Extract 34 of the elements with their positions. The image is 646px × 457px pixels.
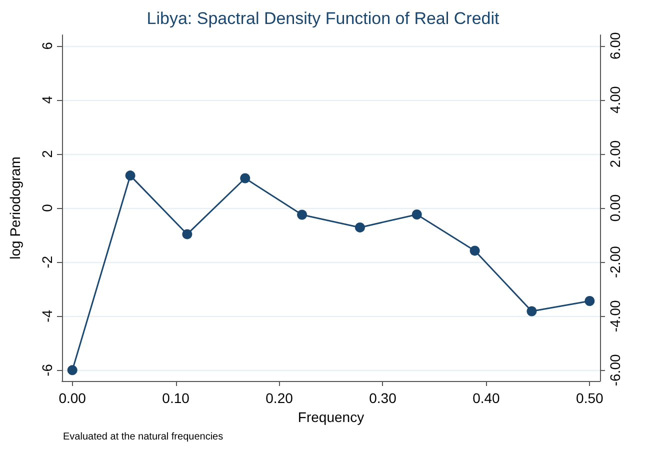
y-axis-title: log Periodogram <box>7 156 23 260</box>
point <box>470 246 480 256</box>
y-tick-label: 6 <box>39 42 55 50</box>
point <box>412 209 422 220</box>
y-tick-label: 0 <box>39 204 55 212</box>
y2-tick-label: -4.00 <box>607 300 623 332</box>
x-tick-label: 0.50 <box>576 390 604 406</box>
y-tick-label: 4 <box>39 96 55 104</box>
y-tick-label: -2 <box>39 256 55 268</box>
y2-tick-label: -6.00 <box>607 354 623 386</box>
point <box>354 222 365 232</box>
y2-tick-label: -2.00 <box>607 246 623 278</box>
x-tick-label: 0.40 <box>472 390 500 406</box>
point <box>297 210 308 220</box>
x-tick-label: 0.10 <box>162 390 190 406</box>
point <box>584 296 595 306</box>
text: Evaluated at the natural frequencies <box>63 432 224 442</box>
x-tick-label: 0.00 <box>58 390 86 406</box>
chart-title: Libya: Spactral Density Function of Real Credit <box>146 9 500 28</box>
y2-tick-label: 6.00 <box>607 32 623 60</box>
point <box>526 306 537 316</box>
point <box>182 229 192 240</box>
point <box>125 170 136 181</box>
y2-tick-label: 2.00 <box>607 140 623 168</box>
y-tick-label: -6 <box>39 364 55 376</box>
point <box>240 173 250 184</box>
y-tick-label: 2 <box>39 150 55 158</box>
y2-tick-label: 4.00 <box>607 86 623 114</box>
x-axis-title: Frequency <box>298 408 364 425</box>
x-tick-label: 0.20 <box>266 390 294 406</box>
y-tick-label: -4 <box>39 310 55 322</box>
point <box>67 365 78 376</box>
x-tick-label: 0.30 <box>369 390 397 406</box>
y2-tick-label: 0.00 <box>607 194 623 222</box>
